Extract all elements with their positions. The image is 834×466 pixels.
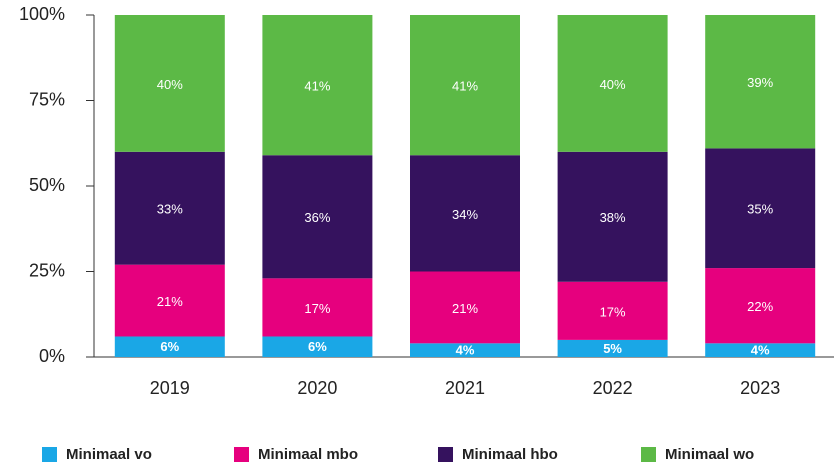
bar-segment — [410, 343, 520, 357]
bar-segment — [410, 271, 520, 344]
bar-segment — [114, 336, 225, 357]
legend-swatch — [42, 447, 57, 462]
bar-segment — [557, 151, 668, 282]
bar-segment — [410, 15, 520, 156]
legend-label: Minimaal wo — [665, 446, 754, 463]
y-tick-label: 75% — [29, 89, 65, 109]
x-tick-label: 2020 — [297, 378, 337, 398]
bar-segment — [557, 15, 668, 152]
y-tick-label: 50% — [29, 175, 65, 195]
data-label: 6% — [308, 339, 327, 354]
bar-segment — [410, 155, 520, 272]
data-label: 22% — [747, 299, 773, 314]
data-label: 35% — [747, 202, 773, 217]
y-tick-label: 0% — [39, 346, 65, 366]
legend-label: Minimaal hbo — [462, 446, 558, 463]
data-label: 34% — [452, 207, 478, 222]
x-tick-label: 2021 — [445, 378, 485, 398]
bar-segment — [262, 278, 373, 337]
data-label: 41% — [452, 79, 478, 94]
bar-segment — [705, 343, 816, 357]
legend-swatch — [234, 447, 249, 462]
data-label: 36% — [304, 210, 330, 225]
data-label: 40% — [600, 77, 626, 92]
bar-segment — [114, 151, 225, 265]
data-label: 33% — [157, 202, 183, 217]
y-tick-label: 100% — [19, 4, 65, 24]
data-label: 41% — [304, 79, 330, 94]
data-label: 39% — [747, 75, 773, 90]
data-label: 17% — [600, 304, 626, 319]
x-tick-label: 2023 — [740, 378, 780, 398]
bar-segment — [705, 15, 816, 149]
x-tick-label: 2022 — [593, 378, 633, 398]
x-tick-label: 2019 — [150, 378, 190, 398]
bar-segment — [114, 15, 225, 152]
data-label: 5% — [603, 341, 622, 356]
data-label: 17% — [304, 301, 330, 316]
bar-segment — [557, 339, 668, 357]
y-tick-label: 25% — [29, 260, 65, 280]
data-label: 21% — [452, 301, 478, 316]
legend-label: Minimaal mbo — [258, 446, 358, 463]
data-label: 40% — [157, 77, 183, 92]
data-label: 21% — [157, 294, 183, 309]
data-label: 4% — [456, 343, 475, 358]
bar-segment — [262, 15, 373, 156]
legend-swatch — [438, 447, 453, 462]
bar-segment — [705, 268, 816, 344]
bar-segment — [705, 148, 816, 269]
bar-segment — [262, 336, 373, 357]
bar-segment — [114, 264, 225, 337]
data-label: 38% — [600, 210, 626, 225]
data-label: 4% — [751, 343, 770, 358]
bar-segment — [262, 155, 373, 279]
legend-label: Minimaal vo — [66, 446, 152, 463]
data-label: 6% — [160, 339, 179, 354]
bar-segment — [557, 281, 668, 340]
legend-swatch — [641, 447, 656, 462]
